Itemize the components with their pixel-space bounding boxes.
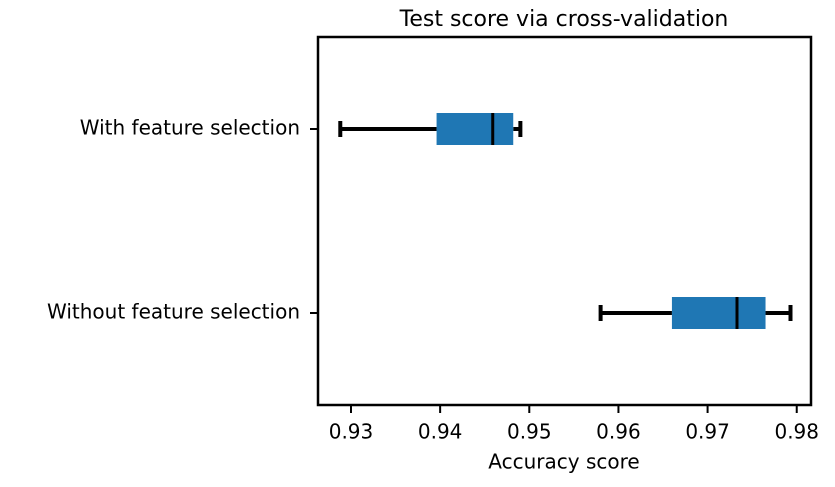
plot-frame (316, 35, 813, 407)
x-tick-label: 0.95 (507, 420, 552, 444)
box (436, 113, 514, 145)
x-tick-label: 0.94 (418, 420, 463, 444)
box (671, 297, 766, 329)
chart-title: Test score via cross-validation (399, 7, 729, 32)
y-tick-label: Without feature selection (47, 300, 300, 324)
x-tick-label: 0.96 (596, 420, 641, 444)
x-axis-label: Accuracy score (488, 450, 639, 474)
y-tick-label: With feature selection (80, 116, 300, 140)
x-tick-label: 0.98 (774, 420, 819, 444)
x-tick-label: 0.93 (329, 420, 374, 444)
x-tick-label: 0.97 (685, 420, 730, 444)
